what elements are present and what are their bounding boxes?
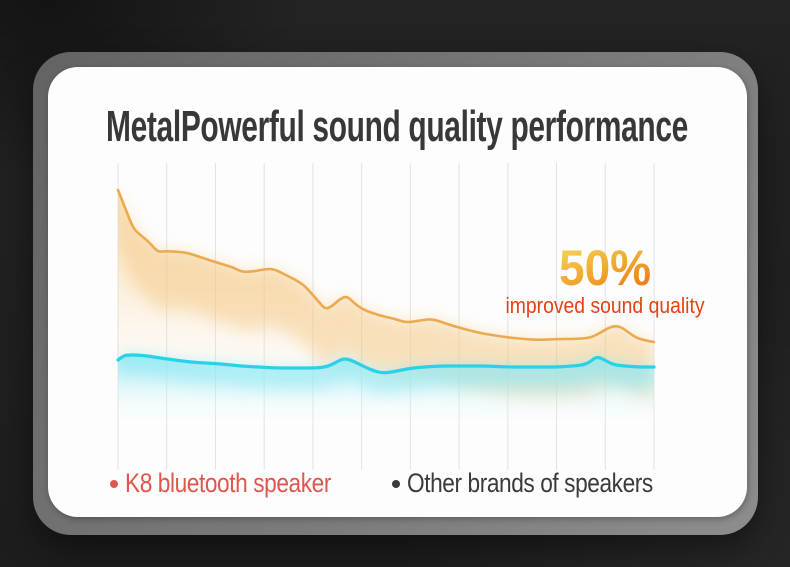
- legend-label: K8 bluetooth speaker: [125, 468, 331, 498]
- legend-bullet-icon: [110, 479, 118, 488]
- legend-item-k8-bluetooth-speaker: K8 bluetooth speaker: [110, 467, 370, 500]
- legend-bullet-icon: [392, 479, 400, 488]
- improvement-callout: 50% improved sound quality: [455, 240, 755, 318]
- legend-label: Other brands of speakers: [407, 468, 653, 498]
- improvement-caption: improved sound quality: [505, 292, 705, 318]
- legend-item-other-brands: Other brands of speakers: [392, 467, 700, 500]
- cyan-lower-curve-series: [116, 353, 656, 432]
- improvement-percent: 50%: [558, 240, 652, 296]
- chart-title: MetalPowerful sound quality performance: [106, 102, 688, 151]
